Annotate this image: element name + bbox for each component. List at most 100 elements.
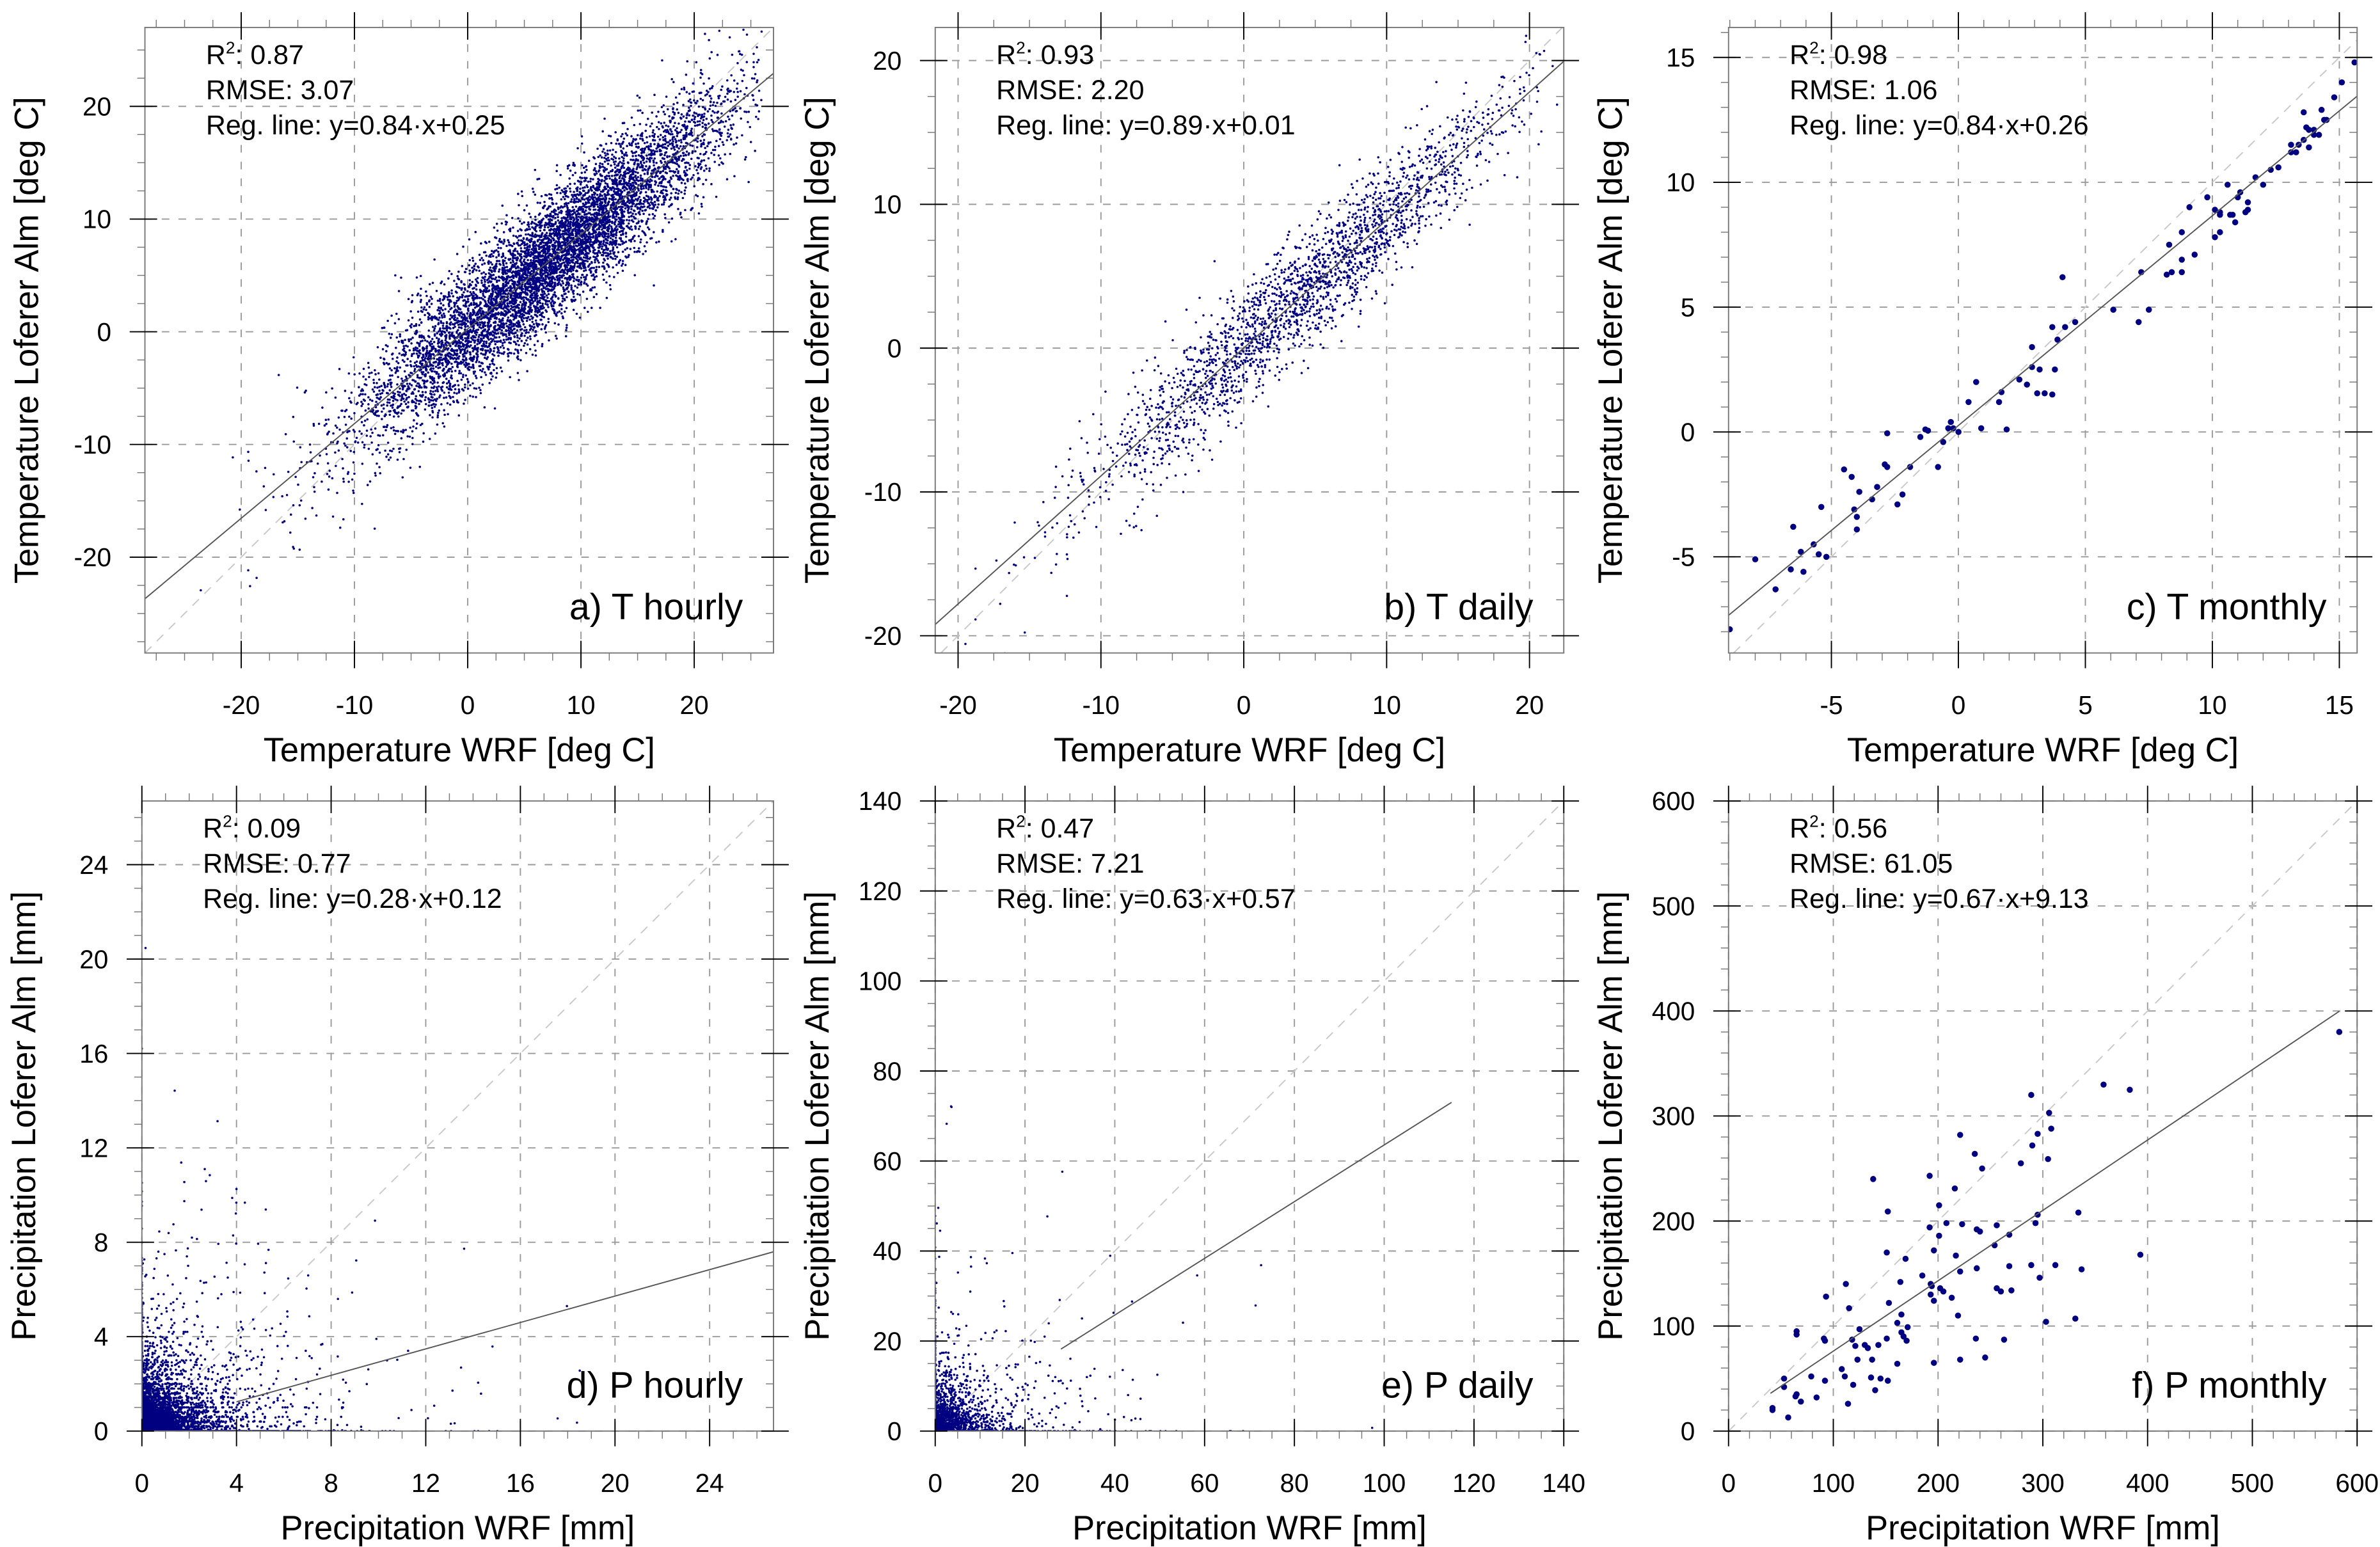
data-point [594, 192, 597, 194]
data-point [587, 196, 590, 200]
data-point [688, 120, 692, 123]
data-point [664, 216, 667, 219]
data-point [614, 257, 617, 260]
data-point [534, 255, 537, 257]
data-point [662, 146, 664, 149]
data-point [635, 138, 637, 141]
data-point [433, 393, 436, 396]
data-point [669, 139, 672, 142]
data-point [529, 303, 532, 306]
data-point [509, 244, 512, 246]
data-point [671, 159, 674, 162]
data-point [592, 226, 594, 228]
data-point [724, 153, 726, 156]
data-point [667, 141, 670, 144]
data-point [313, 486, 315, 489]
data-point [485, 254, 488, 257]
data-point [480, 282, 483, 284]
data-point [446, 296, 449, 299]
data-point [631, 140, 635, 143]
data-point [723, 125, 726, 128]
data-point [567, 202, 570, 205]
data-point [353, 450, 356, 454]
data-point [573, 264, 576, 267]
data-point [382, 403, 385, 406]
data-point [388, 332, 391, 335]
data-point [284, 432, 287, 436]
data-point [685, 116, 688, 120]
data-point [709, 104, 712, 107]
data-point [342, 518, 345, 521]
data-point [618, 157, 621, 160]
data-point [594, 261, 596, 264]
data-point [436, 414, 440, 416]
data-point [489, 372, 492, 375]
data-point [456, 296, 459, 299]
data-point [603, 259, 607, 262]
data-point [466, 290, 469, 293]
data-point [524, 263, 527, 266]
data-point [641, 147, 644, 150]
data-point [514, 348, 517, 351]
data-point [609, 250, 612, 253]
data-point [537, 177, 541, 180]
data-point [459, 372, 463, 375]
data-point [621, 162, 623, 164]
data-point [720, 88, 722, 91]
data-point [679, 139, 683, 141]
data-point [631, 212, 634, 215]
data-point [507, 316, 510, 319]
data-point [615, 215, 618, 218]
data-point [528, 348, 532, 351]
data-point [441, 327, 445, 329]
data-point [705, 167, 708, 170]
data-point [597, 155, 600, 159]
data-point [663, 201, 665, 203]
data-point [479, 312, 481, 314]
data-point [584, 209, 587, 212]
data-point [630, 228, 633, 231]
data-point [710, 118, 713, 122]
data-point [564, 187, 567, 190]
data-point [569, 170, 572, 172]
data-point [437, 322, 440, 326]
data-point [511, 329, 514, 332]
data-point [496, 324, 500, 326]
data-point [754, 150, 756, 152]
data-point [464, 271, 467, 274]
data-point [658, 138, 662, 141]
data-point [672, 116, 675, 119]
data-point [551, 216, 555, 219]
data-point [576, 276, 579, 278]
data-point [708, 77, 710, 80]
data-point [484, 374, 488, 376]
data-point [599, 162, 601, 165]
data-point [674, 238, 677, 241]
data-point [466, 312, 469, 315]
data-point [443, 283, 446, 286]
data-point [552, 305, 555, 308]
data-point [675, 139, 678, 143]
data-point [597, 186, 600, 189]
data-point [434, 317, 437, 320]
data-point [669, 133, 672, 136]
data-point [363, 443, 366, 447]
data-point [551, 198, 554, 201]
data-point [614, 198, 617, 201]
data-point [564, 190, 567, 193]
data-point [239, 508, 241, 511]
data-point [464, 319, 467, 322]
data-point [608, 149, 612, 152]
data-point [358, 394, 361, 397]
data-point [599, 245, 601, 248]
data-point [696, 120, 699, 123]
data-point [432, 340, 436, 344]
data-point [584, 179, 587, 182]
data-point [299, 446, 302, 448]
data-point [581, 273, 584, 276]
data-point [399, 335, 402, 338]
data-point [386, 385, 389, 388]
data-point [376, 393, 379, 396]
data-point [440, 340, 443, 343]
data-point [411, 430, 414, 432]
